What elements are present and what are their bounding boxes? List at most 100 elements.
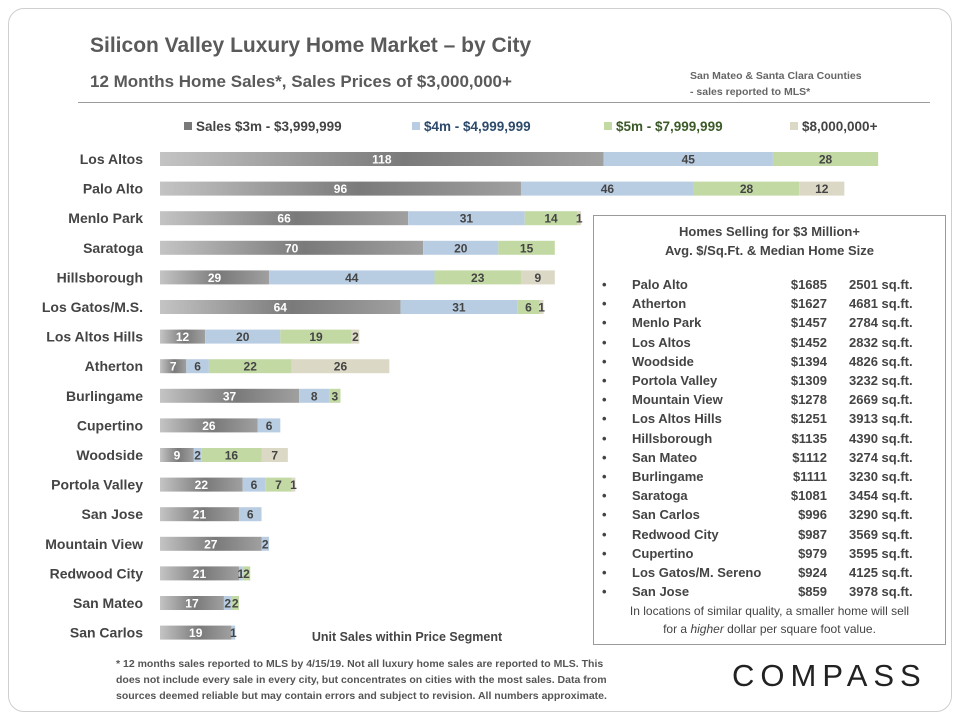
panel-row: • Palo Alto $1685 2501 sq.ft. <box>594 277 945 296</box>
panel-note: In locations of similar quality, a small… <box>594 602 945 638</box>
panel-row-size: 3595 sq.ft. <box>849 545 913 561</box>
panel-row-price: $987 <box>798 526 827 542</box>
panel-note-emphasis: higher <box>690 622 724 636</box>
bar-segment <box>160 448 194 462</box>
panel-row-size: 4125 sq.ft. <box>849 565 913 580</box>
category-label: Mountain View <box>45 536 143 552</box>
data-label: 118 <box>372 153 392 167</box>
panel-row-city: Portola Valley <box>632 373 718 388</box>
category-label: San Jose <box>82 506 144 522</box>
data-label: 1 <box>576 212 583 226</box>
data-label: 9 <box>535 271 542 285</box>
category-label: San Carlos <box>70 625 143 641</box>
x-axis-label: Unit Sales within Price Segment <box>312 630 503 644</box>
panel-row-size: 2784 sq.ft. <box>849 315 913 331</box>
bar-segment <box>693 181 800 196</box>
panel-row-price: $979 <box>798 545 827 561</box>
bar-segment <box>603 152 773 166</box>
data-label: 1 <box>290 478 297 492</box>
data-label: 1 <box>230 626 237 640</box>
legend-swatch <box>412 122 420 130</box>
bar-segment <box>160 270 270 285</box>
bar-segment <box>269 270 435 285</box>
bar-segment <box>160 152 604 166</box>
data-label: 6 <box>194 360 201 374</box>
bullet-icon: • <box>602 353 607 369</box>
data-label: 21 <box>193 567 207 581</box>
panel-row-city: San Jose <box>632 584 690 600</box>
bullet-icon: • <box>602 315 607 331</box>
panel-row: • San Carlos $996 3290 sq.ft. <box>594 507 945 526</box>
panel-row-size: 3978 sq.ft. <box>849 584 913 600</box>
category-label: Cupertino <box>77 417 143 433</box>
panel-note-line: for a higher dollar per square foot valu… <box>594 620 945 638</box>
price-per-sqft-panel: Homes Selling for $3 Million+ Avg. $/Sq.… <box>593 215 946 645</box>
data-label: 28 <box>740 182 754 196</box>
bar-segment <box>799 181 845 196</box>
data-label: 6 <box>525 301 532 315</box>
bar-segment <box>242 477 266 492</box>
panel-row-city: San Carlos <box>632 507 700 523</box>
data-label: 2 <box>232 597 239 611</box>
panel-note-text: for a <box>663 622 691 636</box>
source-note-line: - sales reported to MLS* <box>690 86 811 98</box>
data-label: 70 <box>285 241 299 255</box>
bar-segment <box>280 329 352 344</box>
panel-row-size: 3290 sq.ft. <box>849 507 913 523</box>
data-label: 21 <box>193 508 207 522</box>
category-label: Portola Valley <box>51 477 143 493</box>
panel-row: • Redwood City $987 3569 sq.ft. <box>594 527 945 546</box>
panel-row-price: $1685 <box>790 277 827 292</box>
panel-row-price: $1278 <box>790 392 827 408</box>
panel-row-price: $1627 <box>790 296 827 312</box>
panel-row: • Burlingame $1111 3230 sq.ft. <box>594 469 945 488</box>
bullet-icon: • <box>602 277 607 292</box>
panel-row-city: Los Altos <box>632 334 691 350</box>
panel-row-city: Palo Alto <box>632 277 688 292</box>
bar-segment <box>205 329 281 344</box>
panel-row-size: 3230 sq.ft. <box>849 469 913 484</box>
data-label: 9 <box>174 449 181 463</box>
bar-segment <box>160 477 243 492</box>
panel-row-price: $1251 <box>790 411 827 427</box>
bar-segment <box>517 300 540 314</box>
panel-row: • Mountain View $1278 2669 sq.ft. <box>594 392 945 411</box>
bar-segment <box>160 625 232 640</box>
data-label: 2 <box>262 537 269 551</box>
footnote: * 12 months sales reported to MLS by 4/1… <box>116 656 692 704</box>
panel-row: • Los Gatos/M. Sereno $924 4125 sq.ft. <box>594 565 945 584</box>
bar-segment <box>498 240 555 255</box>
bar-segment <box>539 300 544 314</box>
data-label: 7 <box>170 360 177 374</box>
bullet-icon: • <box>602 584 607 600</box>
panel-row-city: Menlo Park <box>632 315 702 331</box>
panel-row: • San Mateo $1112 3274 sq.ft. <box>594 450 945 469</box>
data-label: 20 <box>454 241 468 255</box>
data-label: 29 <box>208 271 222 285</box>
category-label: Los Altos Hills <box>46 329 143 345</box>
bar-segment <box>160 240 424 255</box>
legend-label: Sales $3m - $3,999,999 <box>196 119 342 134</box>
data-label: 7 <box>271 449 278 463</box>
panel-row-city: Woodside <box>632 353 694 369</box>
data-label: 8 <box>311 389 318 403</box>
data-label: 14 <box>544 212 558 226</box>
legend-label: $8,000,000+ <box>802 119 878 134</box>
bar-segment <box>772 152 879 166</box>
bullet-icon: • <box>602 334 607 350</box>
data-label: 23 <box>471 271 485 285</box>
source-note-line: San Mateo & Santa Clara Counties <box>690 70 862 82</box>
bar-segment <box>160 507 239 522</box>
data-label: 20 <box>236 330 250 344</box>
data-label: 45 <box>682 153 696 167</box>
data-label: 26 <box>334 360 348 374</box>
bar-segment <box>160 211 409 226</box>
bar-segment <box>238 566 243 581</box>
bullet-icon: • <box>602 565 607 580</box>
panel-row-city: Mountain View <box>632 392 723 408</box>
panel-row-city: Los Altos Hills <box>632 411 722 427</box>
category-label: Los Altos <box>80 151 143 167</box>
bar-segment <box>351 329 360 344</box>
bullet-icon: • <box>602 545 607 561</box>
